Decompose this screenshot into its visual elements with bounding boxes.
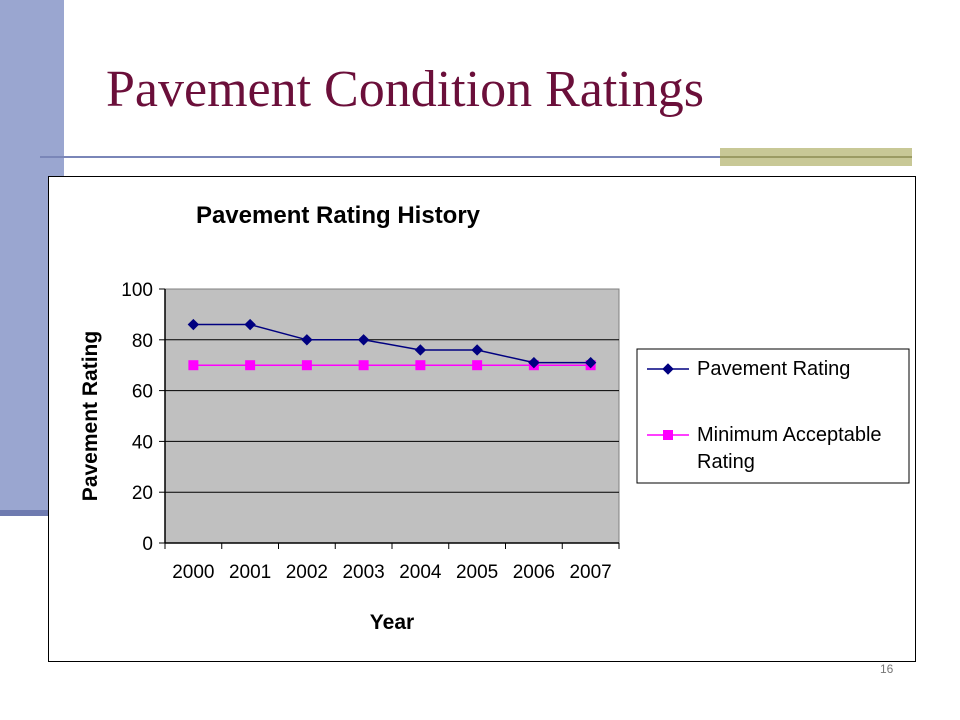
y-axis-title: Pavement Rating [79,331,102,501]
point-minimum-acceptable [188,360,199,371]
x-tick-label: 2002 [286,562,328,583]
slide-number: 16 [880,662,894,676]
x-tick-label: 2000 [172,562,214,583]
legend-marker-minimum-acceptable [663,430,673,440]
point-pavement-rating [244,318,256,331]
point-minimum-acceptable [301,360,312,371]
series-line-pavement-rating [193,323,591,364]
point-minimum-acceptable [415,360,426,371]
x-tick-label: 2004 [399,562,442,583]
title-accent-line [720,156,912,158]
point-pavement-rating [357,334,370,346]
x-tick-label: 2005 [456,562,498,583]
point-minimum-acceptable [245,360,256,371]
point-pavement-rating [528,356,540,369]
legend-label-minimum-acceptable-line1: Minimum Acceptable [697,424,882,446]
legend-marker-pavement-rating [662,363,674,375]
y-tick-label: 40 [132,432,153,453]
x-tick-label: 2007 [569,562,611,583]
y-tick-label: 0 [142,534,153,555]
point-pavement-rating [301,334,313,346]
point-pavement-rating [187,318,200,331]
y-tick-label: 80 [132,331,153,352]
point-pavement-rating [414,344,427,356]
point-pavement-rating [584,356,597,369]
y-tick-label: 60 [132,382,153,403]
point-minimum-acceptable [358,360,369,371]
legend-box [636,348,910,484]
line-chart: Pavement Rating History 0 20 40 60 80 100 2000 2… [79,202,910,634]
chart-title: Pavement Rating History [196,202,481,229]
x-axis-title: Year [370,611,414,634]
x-tick-label: 2001 [229,562,271,583]
legend-label-minimum-acceptable-line2: Rating [697,451,755,473]
point-pavement-rating [471,344,483,356]
legend-label-minimum-acceptable: Minimum Acceptable Rating [697,424,882,473]
y-tick-label: 100 [121,280,153,301]
plot-area [164,288,620,544]
x-tick-label: 2006 [513,562,555,583]
point-minimum-acceptable [472,360,483,371]
x-tick-label: 2003 [342,562,384,583]
slide-title: Pavement Condition Ratings [106,61,704,118]
chart-frame: Pavement Rating History 0 20 40 60 80 100 2000 2… [48,176,916,662]
title-divider [40,156,912,158]
slide-sidebar-shadow [0,510,64,516]
y-tick-label: 20 [132,483,153,504]
legend-label-pavement-rating: Pavement Rating [697,358,850,380]
